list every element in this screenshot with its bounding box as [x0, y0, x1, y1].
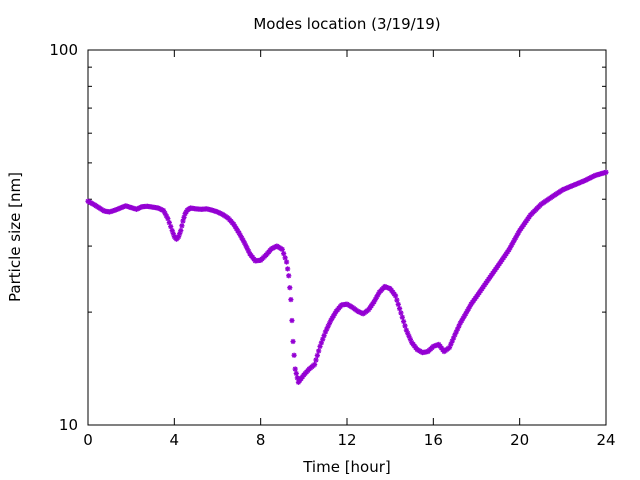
- x-axis-label: Time [hour]: [302, 458, 391, 476]
- data-point: [165, 216, 171, 222]
- data-point: [316, 348, 322, 354]
- data-point: [312, 361, 318, 368]
- data-point: [288, 296, 294, 303]
- data-point: [603, 169, 609, 175]
- data-point: [163, 213, 170, 219]
- data-point: [398, 310, 404, 316]
- data-points: [85, 169, 609, 385]
- data-point: [395, 301, 401, 307]
- x-axis: 0 4 8 12 16 20 24: [83, 50, 616, 449]
- x-tick-label: 4: [170, 431, 180, 449]
- data-point: [177, 230, 183, 237]
- y-minor-ticks: [88, 66, 606, 313]
- data-point: [313, 357, 319, 363]
- data-point: [286, 273, 292, 279]
- y-tick-label: 100: [49, 41, 78, 59]
- x-tick-label: 12: [337, 431, 356, 449]
- data-point: [290, 338, 296, 345]
- data-point: [287, 285, 293, 291]
- data-point: [289, 317, 295, 324]
- data-point: [314, 352, 320, 359]
- y-axis-label: Particle size [nm]: [6, 172, 24, 302]
- y-tick-label: 10: [59, 416, 78, 434]
- data-point: [399, 314, 405, 320]
- y-axis: 10 100: [49, 41, 606, 434]
- data-point: [392, 293, 399, 299]
- data-point: [293, 370, 299, 377]
- x-tick-label: 24: [596, 431, 615, 449]
- data-point: [320, 336, 326, 342]
- data-point: [279, 246, 285, 252]
- data-point: [397, 306, 403, 312]
- data-point: [282, 255, 288, 261]
- data-point: [401, 318, 407, 325]
- data-point: [281, 250, 287, 257]
- x-tick-label: 8: [256, 431, 266, 449]
- data-point: [402, 323, 408, 329]
- data-point: [291, 352, 297, 358]
- chart-title: Modes location (3/19/19): [253, 15, 440, 33]
- data-point: [178, 227, 184, 234]
- x-tick-label: 20: [510, 431, 529, 449]
- data-point: [292, 366, 298, 372]
- data-point: [283, 259, 290, 265]
- data-point: [394, 297, 400, 303]
- x-tick-label: 0: [83, 431, 93, 449]
- plot-frame: [87, 49, 607, 426]
- data-point: [179, 223, 185, 229]
- x-tick-label: 16: [424, 431, 443, 449]
- data-point: [285, 266, 291, 272]
